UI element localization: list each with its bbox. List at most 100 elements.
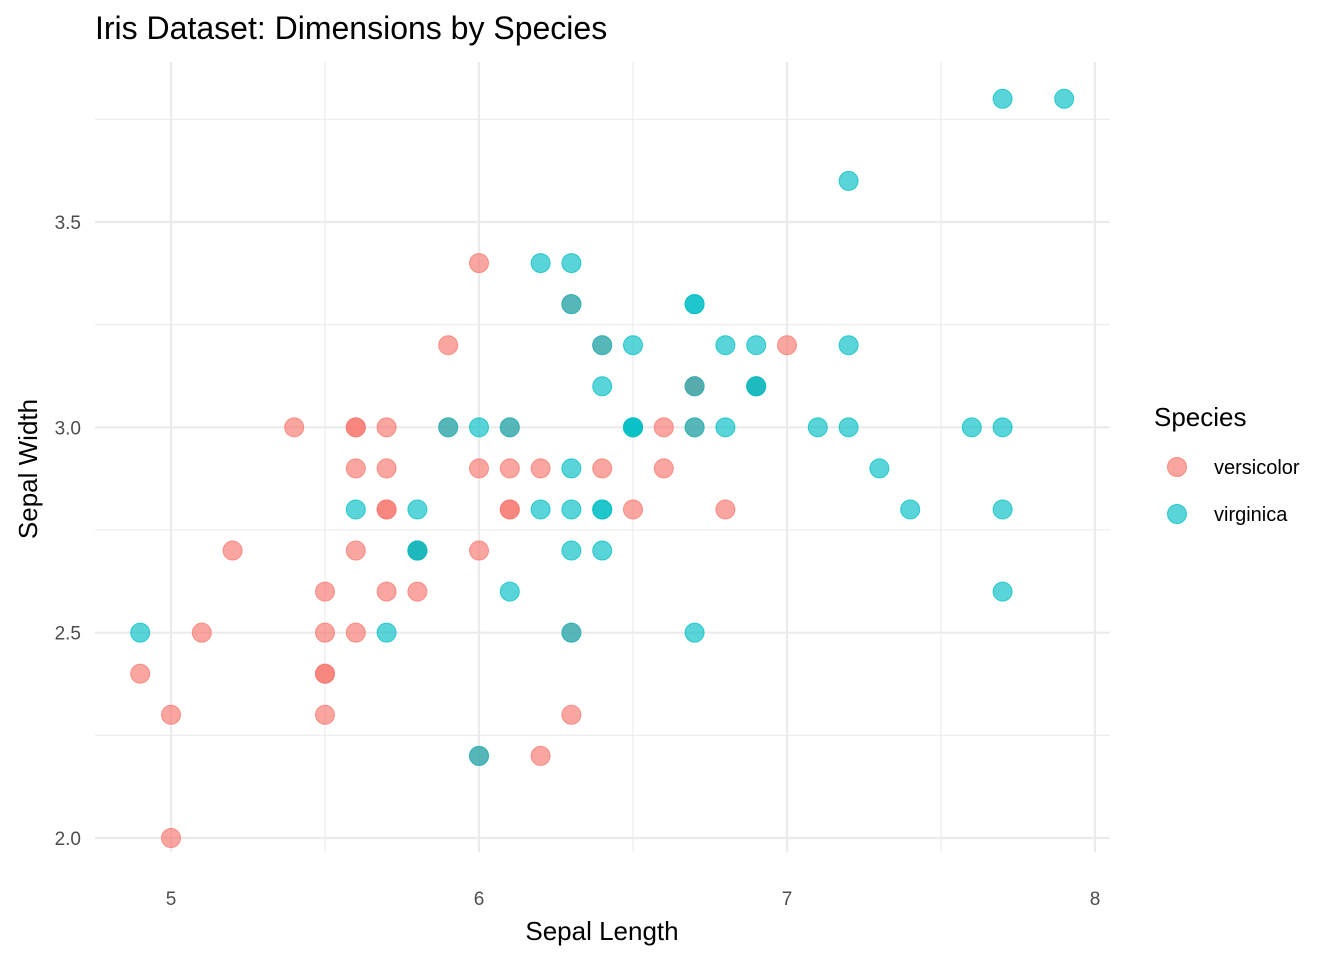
legend-key-versicolor	[1167, 457, 1187, 477]
point-virginica	[838, 335, 859, 356]
point-virginica	[623, 335, 643, 356]
point-virginica	[561, 294, 582, 315]
point-virginica	[715, 335, 736, 356]
point-versicolor	[530, 745, 551, 766]
point-versicolor	[161, 828, 181, 848]
point-virginica	[684, 417, 705, 438]
point-virginica	[992, 499, 1013, 520]
point-virginica	[592, 335, 613, 356]
point-virginica	[561, 540, 582, 561]
point-virginica	[592, 499, 613, 520]
point-versicolor	[653, 417, 674, 438]
legend-label-versicolor: versicolor	[1214, 457, 1300, 479]
point-virginica	[807, 417, 828, 438]
x-tick-label: 8	[1090, 889, 1101, 910]
x-tick-label: 5	[166, 889, 177, 910]
legend-label-virginica: virginica	[1214, 504, 1288, 526]
point-virginica	[869, 458, 890, 479]
y-tick-label: 2.0	[55, 829, 81, 850]
point-versicolor	[777, 335, 797, 356]
x-tick-label: 7	[782, 889, 793, 910]
point-virginica	[838, 170, 859, 191]
y-tick-label: 3.0	[55, 418, 81, 439]
point-virginica	[561, 622, 582, 643]
point-virginica	[499, 581, 520, 602]
grid	[95, 62, 1110, 852]
point-versicolor	[130, 663, 151, 684]
point-versicolor	[315, 581, 335, 602]
point-versicolor	[315, 663, 335, 684]
point-virginica	[376, 622, 397, 643]
point-virginica	[561, 253, 582, 274]
x-tick-label: 6	[474, 889, 485, 910]
point-virginica	[561, 458, 582, 479]
legend-key-virginica	[1167, 504, 1187, 524]
point-versicolor	[284, 417, 305, 438]
point-virginica	[499, 417, 520, 438]
point-virginica	[900, 499, 921, 520]
x-axis-title: Sepal Length	[525, 916, 678, 946]
point-virginica	[469, 417, 489, 438]
point-versicolor	[376, 417, 397, 438]
data-points	[130, 88, 1075, 848]
point-virginica	[684, 376, 705, 397]
point-versicolor	[376, 458, 397, 479]
point-versicolor	[161, 704, 181, 725]
chart-title: Iris Dataset: Dimensions by Species	[95, 10, 607, 46]
point-versicolor	[438, 335, 459, 356]
point-versicolor	[345, 417, 366, 438]
point-virginica	[407, 499, 428, 520]
y-axis-ticks: 2.0 2.5 3.0 3.5	[55, 213, 81, 850]
point-virginica	[746, 376, 767, 397]
point-versicolor	[315, 704, 335, 725]
point-versicolor	[222, 540, 243, 561]
point-versicolor	[499, 499, 520, 520]
point-versicolor	[345, 458, 366, 479]
point-virginica	[684, 622, 705, 643]
point-virginica	[961, 417, 982, 438]
point-virginica	[130, 622, 151, 643]
point-versicolor	[345, 540, 366, 561]
y-tick-label: 2.5	[55, 624, 81, 645]
point-virginica	[715, 417, 736, 438]
point-virginica	[623, 417, 643, 438]
point-virginica	[438, 417, 459, 438]
point-virginica	[530, 499, 551, 520]
point-virginica	[469, 745, 489, 766]
y-tick-label: 3.5	[55, 213, 81, 234]
point-versicolor	[191, 622, 212, 643]
point-virginica	[684, 294, 705, 315]
point-virginica	[530, 253, 551, 274]
legend-title: Species	[1154, 402, 1247, 432]
point-virginica	[561, 499, 582, 520]
point-versicolor	[315, 622, 335, 643]
point-virginica	[838, 417, 859, 438]
x-axis-ticks: 5 6 7 8	[166, 889, 1101, 910]
point-versicolor	[469, 540, 489, 561]
point-versicolor	[561, 704, 582, 725]
point-versicolor	[469, 458, 489, 479]
point-versicolor	[345, 622, 366, 643]
point-virginica	[1054, 88, 1075, 109]
point-versicolor	[499, 458, 520, 479]
point-versicolor	[407, 581, 428, 602]
point-virginica	[407, 540, 428, 561]
point-versicolor	[469, 253, 489, 274]
point-versicolor	[653, 458, 674, 479]
point-versicolor	[623, 499, 643, 520]
point-virginica	[992, 581, 1013, 602]
point-virginica	[592, 540, 613, 561]
point-versicolor	[715, 499, 736, 520]
point-virginica	[746, 335, 767, 356]
point-versicolor	[530, 458, 551, 479]
point-virginica	[345, 499, 366, 520]
legend: Species versicolor virginica	[1154, 402, 1300, 526]
point-versicolor	[376, 581, 397, 602]
point-virginica	[592, 376, 613, 397]
point-virginica	[992, 88, 1013, 109]
point-virginica	[992, 417, 1013, 438]
y-axis-title: Sepal Width	[13, 399, 43, 539]
point-versicolor	[376, 499, 397, 520]
point-versicolor	[592, 458, 613, 479]
